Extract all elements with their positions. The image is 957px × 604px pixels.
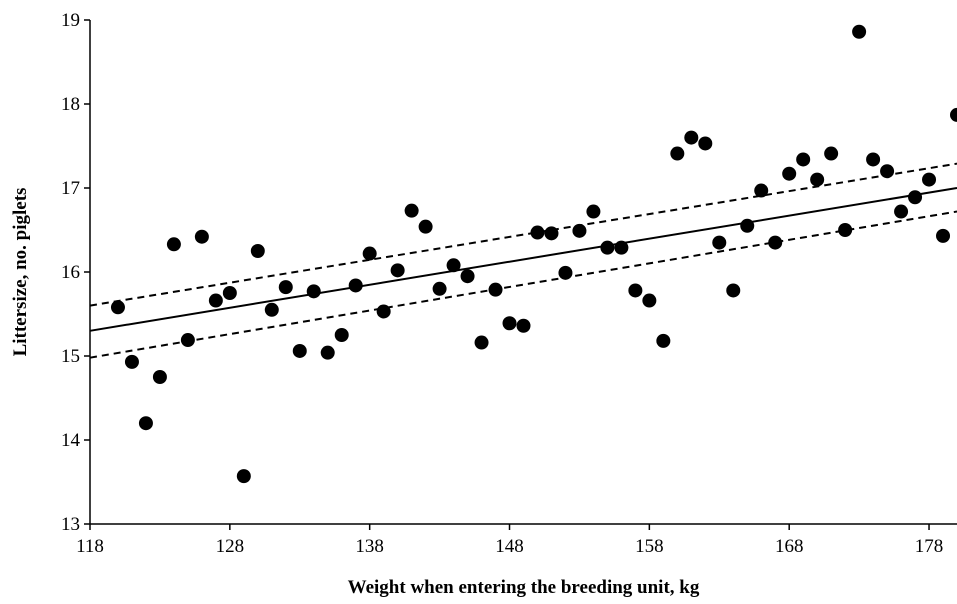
data-point	[796, 152, 811, 167]
data-point	[166, 237, 181, 252]
x-tick-label: 148	[495, 536, 524, 557]
data-point	[894, 204, 909, 219]
data-point	[264, 302, 279, 317]
data-point	[642, 293, 657, 308]
x-tick-label: 158	[635, 536, 664, 557]
data-point	[516, 318, 531, 333]
y-tick-label: 17	[61, 178, 80, 199]
y-tick-label: 19	[61, 10, 80, 31]
data-point	[908, 190, 923, 205]
data-point	[152, 370, 167, 384]
data-point	[292, 343, 307, 358]
data-point	[754, 183, 769, 198]
data-point	[418, 219, 433, 234]
data-point	[544, 226, 559, 241]
x-tick-label: 128	[216, 536, 245, 557]
y-tick-label: 16	[61, 262, 80, 283]
data-point	[824, 146, 839, 161]
data-points	[110, 24, 957, 484]
x-tick-label: 168	[775, 536, 804, 557]
data-point	[278, 280, 293, 295]
data-point	[306, 284, 321, 299]
data-point	[124, 354, 139, 369]
y-tick-label: 14	[61, 430, 81, 451]
data-point	[110, 300, 125, 315]
tick-labels: 13 14 15 16 17 18 19 118 128 138 148 158 168 178	[61, 10, 943, 557]
data-point	[726, 283, 741, 298]
data-point	[880, 164, 895, 179]
data-point	[474, 335, 489, 350]
data-point	[250, 244, 265, 258]
data-point	[614, 240, 629, 255]
data-point	[852, 24, 867, 39]
data-point	[376, 304, 391, 319]
regression-lines	[89, 162, 957, 359]
x-axis-title: Weight when entering the breeding unit, …	[348, 577, 700, 598]
data-point	[488, 282, 503, 297]
data-point	[656, 333, 671, 348]
data-point	[236, 469, 251, 484]
data-point	[600, 240, 615, 255]
x-tick-label: 138	[355, 536, 384, 557]
data-point	[810, 172, 825, 187]
data-point	[572, 223, 587, 238]
data-point	[460, 269, 475, 284]
data-point	[180, 333, 195, 348]
data-point	[838, 223, 853, 237]
x-tick-label: 118	[76, 536, 104, 557]
data-point	[684, 130, 699, 145]
y-tick-label: 13	[61, 514, 80, 535]
regression-line	[89, 187, 957, 332]
data-point	[348, 278, 363, 293]
data-point	[866, 152, 881, 167]
data-point	[628, 283, 643, 298]
data-point	[390, 263, 405, 278]
data-point	[334, 328, 349, 342]
data-point	[586, 204, 601, 219]
x-tick-label: 178	[915, 536, 944, 557]
data-point	[194, 229, 209, 244]
data-point	[670, 146, 685, 161]
data-point	[222, 286, 237, 300]
data-point	[740, 218, 755, 233]
y-tick-label: 15	[61, 346, 80, 367]
data-point	[362, 246, 377, 261]
data-point	[712, 235, 727, 250]
data-point	[950, 107, 957, 122]
confidence-band-line	[89, 162, 957, 307]
data-point	[404, 203, 419, 218]
data-point	[208, 293, 223, 308]
data-point	[768, 235, 783, 250]
data-point	[922, 172, 937, 187]
data-point	[446, 258, 461, 273]
y-axis-title: Littersize, no. piglets	[10, 188, 31, 357]
data-point	[782, 166, 797, 181]
data-point	[432, 281, 447, 296]
data-point	[936, 228, 951, 243]
data-point	[320, 345, 335, 360]
data-point	[558, 265, 573, 280]
data-point	[698, 136, 713, 151]
confidence-band-line	[89, 210, 957, 359]
data-point	[138, 416, 153, 431]
y-tick-label: 18	[61, 94, 80, 115]
axes	[84, 19, 957, 530]
data-point	[530, 225, 545, 240]
data-point	[502, 316, 517, 331]
